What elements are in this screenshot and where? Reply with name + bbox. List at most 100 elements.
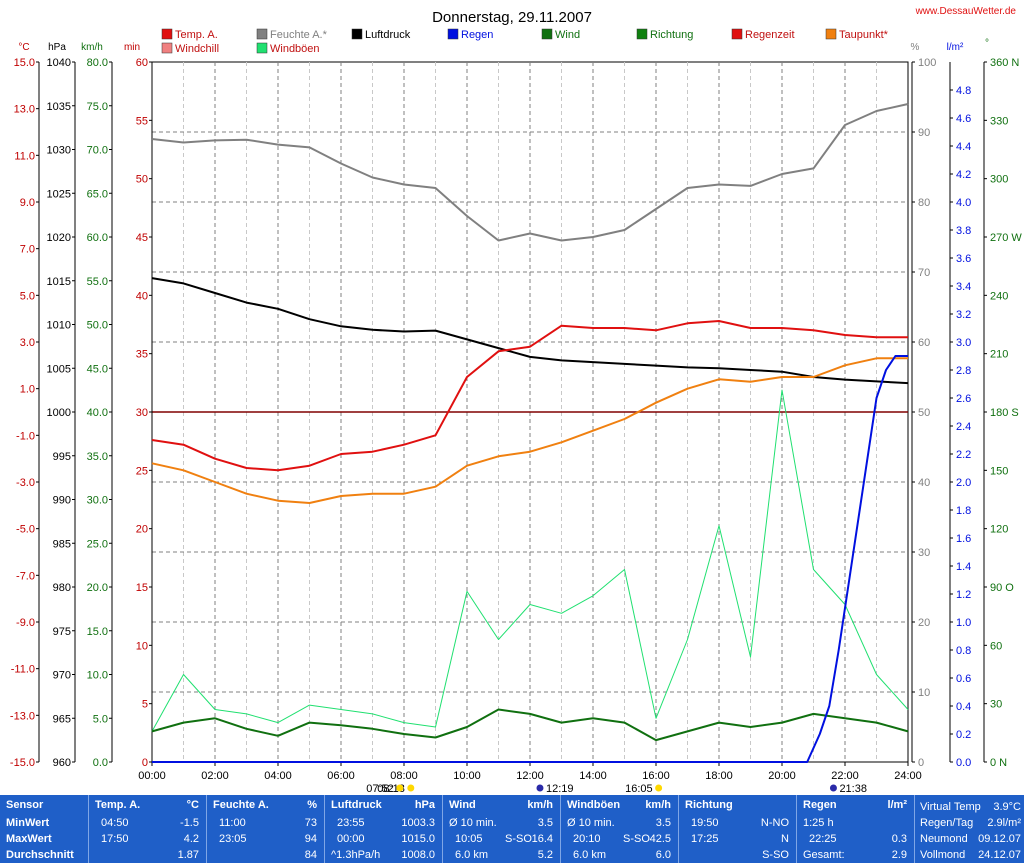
- stats-col-pressure: Luftdruck hPa 23:55 1003.3 00:00 1015.0 …: [324, 795, 441, 863]
- dir-avg-value: S-SO: [762, 849, 789, 861]
- hpa-axis-label-10: 990: [53, 495, 71, 507]
- rain-axis-label-12: 2.4: [956, 421, 971, 433]
- legend-swatch-9: [825, 28, 837, 40]
- legend-label-9: Taupunkt*: [839, 29, 889, 41]
- legend-swatch-2: [256, 28, 268, 40]
- stats-unit-pressure: hPa: [414, 799, 435, 811]
- time-label-4: 08:00: [390, 770, 418, 782]
- kmh-axis-label-12: 20.0: [87, 582, 108, 594]
- stats-col-rain: Regen l/m² 1:25 h 22:25 0.3 Gesamt: 2.9: [796, 795, 913, 863]
- temp-axis-label-2: 11.0: [14, 150, 35, 162]
- moonrise-label: 21:38: [839, 783, 867, 795]
- legend-swatch-7: [636, 28, 648, 40]
- kmh-axis-label-16: 0.0: [93, 757, 108, 769]
- legend-swatch-4: [351, 28, 363, 40]
- dir-axis-label-2: 300: [990, 174, 1008, 186]
- site-link[interactable]: www.DessauWetter.de: [915, 6, 1017, 17]
- min-axis-label-8: 20: [136, 524, 148, 536]
- dawn-label: 07:52: [366, 783, 394, 795]
- press-max-value: 1015.0: [401, 833, 435, 845]
- rain-axis-label-4: 4.0: [956, 197, 971, 209]
- stats-col-temp: Temp. A. °C 04:50 -1.5 17:50 4.2 1.87: [88, 795, 205, 863]
- kmh-axis-label-11: 25.0: [87, 538, 108, 550]
- hpa-axis-label-6: 1010: [47, 320, 71, 332]
- rain-axis-label-10: 2.8: [956, 365, 971, 377]
- kmh-axis-label-10: 30.0: [87, 495, 108, 507]
- hpa-axis-label-8: 1000: [47, 407, 71, 419]
- grid-lines: [152, 62, 908, 762]
- dir-axis-label-11: 30: [990, 699, 1002, 711]
- temp-avg-value: 1.87: [177, 849, 199, 861]
- unit-label-5: l/m²: [947, 42, 964, 53]
- dir-axis-label-1: 330: [990, 115, 1008, 127]
- rain-total-label: Gesamt:: [803, 849, 845, 861]
- legend-label-2: Feuchte A.*: [270, 29, 328, 41]
- dir-axis-label-0: 360 N: [990, 57, 1019, 69]
- rain-total-value: 2.9: [891, 849, 907, 861]
- legend-label-5: Regen: [461, 29, 493, 41]
- temp-axis-label-8: -1.0: [16, 430, 35, 442]
- rain-axis-label-19: 1.0: [956, 617, 971, 629]
- rain-axis-label-7: 3.4: [956, 281, 971, 293]
- pct-axis-label-2: 80: [918, 197, 930, 209]
- chart-legend: Temp. A. Windchill Feuchte A.* Windböen Luft…: [161, 28, 889, 55]
- kmh-axis-label-9: 35.0: [87, 451, 108, 463]
- stats-col-wind: Wind km/h Ø 10 min. 3.5 10:05 S-SO 16.4 …: [442, 795, 559, 863]
- hpa-axis-label-0: 1040: [47, 57, 71, 69]
- gust-avg-label: Ø 10 min.: [567, 817, 615, 829]
- stats-unit-rain: l/m²: [887, 799, 907, 811]
- time-label-8: 16:00: [642, 770, 670, 782]
- hpa-axis-label-2: 1030: [47, 145, 71, 157]
- wind-distance: 6.0 km: [455, 849, 489, 861]
- weather-chart: Donnerstag, 29.11.2007 www.DessauWetter.…: [10, 6, 1022, 795]
- legend-label-3: Windböen: [270, 43, 320, 55]
- unit-label-3: min: [124, 42, 140, 53]
- axes: 15.0 13.0 11.0 9.0 7.0 5.0 3.0 1.0 -1.0 -3.0 -5.0 -…: [10, 57, 1022, 782]
- time-label-11: 22:00: [831, 770, 859, 782]
- unit-label-6: °: [985, 38, 989, 49]
- wind-avg-label: Ø 10 min.: [449, 817, 497, 829]
- pct-axis-label-8: 20: [918, 617, 930, 629]
- moonset-marker: [536, 784, 544, 792]
- kmh-axis-label-7: 45.0: [87, 363, 108, 375]
- kmh-axis-label-6: 50.0: [87, 320, 108, 332]
- full-moon-label: Vollmond: [920, 849, 966, 861]
- temp-axis-label-4: 7.0: [20, 244, 35, 256]
- virtual-temp-value: 3.9°C: [993, 801, 1021, 813]
- dir-max-value: N: [781, 833, 789, 845]
- stats-header-sensor: Sensor: [6, 799, 44, 811]
- moonset-label: 12:19: [546, 783, 574, 795]
- series-line-windb-en: [151, 389, 909, 732]
- time-label-12: 24:00: [894, 770, 922, 782]
- temp-axis-label-11: -7.0: [16, 570, 35, 582]
- wind-day-avg: 5.2: [537, 849, 553, 861]
- hpa-axis-label-16: 960: [53, 757, 71, 769]
- dir-max-time: 17:25: [691, 833, 719, 845]
- rain-day-label: Regen/Tag: [920, 817, 974, 829]
- series-layer: [151, 103, 909, 763]
- pct-axis-label-3: 70: [918, 267, 930, 279]
- temp-axis-label-7: 1.0: [20, 384, 35, 396]
- temp-axis-label-9: -3.0: [16, 477, 35, 489]
- rain-axis-label-23: 0.2: [956, 729, 971, 741]
- rain-axis-label-17: 1.4: [956, 561, 971, 573]
- hum-max-time: 23:05: [219, 833, 247, 845]
- stats-col-direction: Richtung 19:50 N-NO 17:25 N S-SO: [678, 795, 795, 863]
- legend-swatch-8: [731, 28, 743, 40]
- stats-header-rain: Regen: [803, 799, 837, 811]
- gust-max-time: 20:10: [573, 833, 601, 845]
- wind-max-value: 16.4: [531, 833, 553, 845]
- stats-unit-humidity: %: [307, 799, 317, 811]
- stats-unit-temp: °C: [186, 799, 199, 811]
- time-label-3: 06:00: [327, 770, 355, 782]
- rain-axis-label-8: 3.2: [956, 309, 971, 321]
- kmh-axis-label-15: 5.0: [93, 713, 108, 725]
- kmh-axis-label-2: 70.0: [87, 145, 108, 157]
- rain-max-time: 22:25: [809, 833, 837, 845]
- gust-max-dir: S-SO: [623, 833, 650, 845]
- new-moon-label: Neumond: [920, 833, 968, 845]
- wind-max-time: 10:05: [455, 833, 483, 845]
- dir-axis-label-4: 240: [990, 290, 1008, 302]
- rain-axis-label-9: 3.0: [956, 337, 971, 349]
- stats-header-temp: Temp. A.: [95, 799, 141, 811]
